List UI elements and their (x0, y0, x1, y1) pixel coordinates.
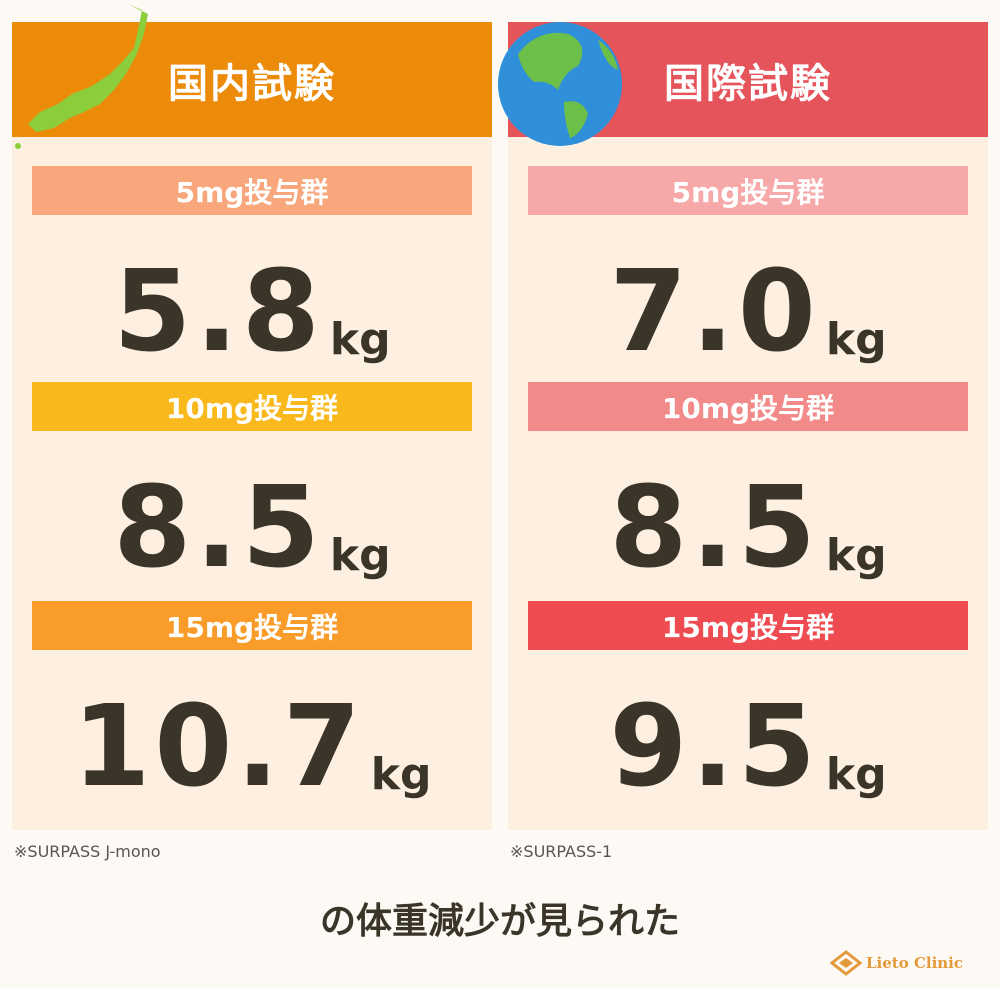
value-number: 9.5 (609, 682, 820, 812)
value-number: 7.0 (609, 247, 820, 377)
group-value: 8.5 kg (12, 434, 492, 584)
group-label: 10mg投与群 (528, 382, 968, 431)
source-note: ※SURPASS J-mono (14, 842, 161, 861)
logo: Lieto Clinic (830, 950, 963, 976)
group-value: 10.7 kg (12, 653, 492, 803)
value-number: 5.8 (113, 247, 324, 377)
source-note: ※SURPASS-1 (510, 842, 613, 861)
value-unit: kg (825, 530, 887, 581)
group-value: 5.8 kg (12, 218, 492, 368)
icon (15, 4, 148, 149)
group-value: 8.5 kg (508, 434, 988, 584)
group-label: 5mg投与群 (528, 166, 968, 215)
value-unit: kg (825, 749, 887, 800)
logo-text: Lieto Clinic (866, 954, 964, 972)
panel: 国内試験 5mg投与群 5.8 kg 10mg投与群 8.5 kg 15mg投与群 10.7 kg (12, 22, 492, 830)
value-unit: kg (825, 314, 887, 365)
caption: の体重減少が見られた (319, 901, 680, 942)
value-number: 8.5 (609, 463, 820, 593)
value-unit: kg (329, 530, 391, 581)
value-number: 10.7 (72, 682, 365, 812)
group-label: 15mg投与群 (528, 601, 968, 650)
value-unit: kg (370, 749, 432, 800)
group-label: 15mg投与群 (32, 601, 472, 650)
panel-title: 国内試験 (12, 22, 492, 137)
logo-icon (830, 950, 862, 976)
group-label: 5mg投与群 (32, 166, 472, 215)
icon (498, 22, 622, 146)
group-label: 10mg投与群 (32, 382, 472, 431)
value-unit: kg (329, 314, 391, 365)
value-number: 8.5 (113, 463, 324, 593)
group-value: 7.0 kg (508, 218, 988, 368)
group-value: 9.5 kg (508, 653, 988, 803)
